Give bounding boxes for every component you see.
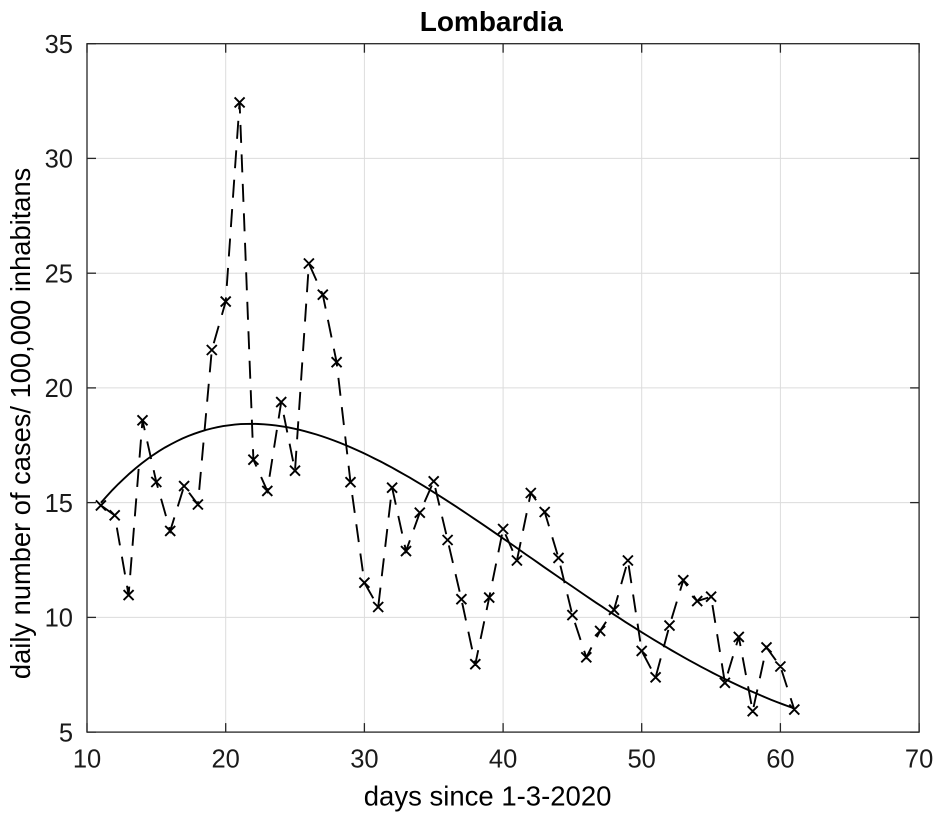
svg-text:70: 70 — [905, 746, 933, 774]
svg-text:25: 25 — [45, 260, 73, 288]
svg-text:10: 10 — [73, 746, 101, 774]
svg-text:50: 50 — [628, 746, 656, 774]
svg-text:days since 1-3-2020: days since 1-3-2020 — [364, 780, 612, 811]
svg-text:30: 30 — [45, 146, 73, 174]
svg-text:35: 35 — [45, 31, 73, 59]
svg-text:60: 60 — [766, 746, 794, 774]
svg-text:5: 5 — [59, 719, 73, 747]
svg-text:Lombardia: Lombardia — [420, 6, 564, 37]
svg-text:15: 15 — [45, 490, 73, 518]
svg-text:20: 20 — [45, 375, 73, 403]
svg-text:10: 10 — [45, 605, 73, 633]
svg-text:30: 30 — [350, 746, 378, 774]
svg-text:20: 20 — [212, 746, 240, 774]
svg-text:40: 40 — [489, 746, 517, 774]
svg-text:daily number of cases/ 100,000: daily number of cases/ 100,000 inhabitan… — [5, 168, 36, 679]
